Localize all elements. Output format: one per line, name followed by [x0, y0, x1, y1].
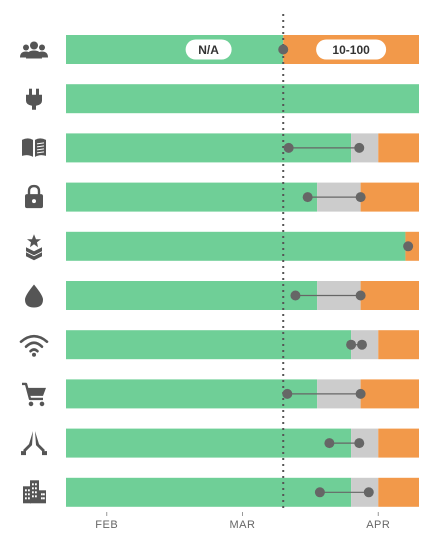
bar-orange [378, 330, 419, 360]
data-point [355, 388, 366, 399]
bar-orange [378, 428, 419, 458]
bar-orange [360, 379, 419, 409]
data-point [346, 339, 357, 350]
pill-label: 10-100 [316, 39, 387, 60]
bar-green [66, 231, 406, 261]
bar-green [66, 379, 318, 409]
axis-tick-label: MAR [230, 519, 256, 531]
data-point [302, 192, 313, 203]
bars-layer [66, 35, 419, 507]
building-icon [23, 480, 46, 504]
pill-labels: N/A 10-100 [185, 39, 387, 60]
bar-orange [360, 182, 419, 212]
plug-icon [26, 88, 42, 110]
wifi-icon [19, 334, 49, 357]
pray-icon [21, 431, 47, 456]
data-point [356, 339, 367, 350]
data-point [314, 487, 325, 498]
data-point [354, 438, 365, 449]
bar-green [66, 330, 352, 360]
drop-icon [25, 284, 43, 308]
data-point [363, 487, 374, 498]
markers-layer [278, 44, 414, 498]
bar-orange [360, 281, 419, 310]
cart-icon [22, 382, 46, 407]
data-point [283, 142, 294, 153]
bar-orange [378, 133, 419, 163]
data-point [324, 438, 335, 449]
data-point [403, 241, 414, 252]
military-rank-icon [26, 234, 42, 261]
row-icons [19, 41, 49, 504]
bar-orange [378, 477, 419, 507]
lock-icon [25, 184, 43, 209]
axis-tick-label: APR [366, 519, 390, 531]
people-icon [20, 41, 48, 59]
bar-green [66, 84, 419, 114]
bar-green [66, 182, 318, 212]
data-point [355, 192, 366, 203]
axis-tick-label: FEB [95, 519, 118, 531]
x-axis: FEB MAR APR [95, 512, 390, 531]
data-point [354, 142, 365, 153]
bar-green [66, 477, 352, 507]
bar-green [66, 428, 352, 458]
bar-green [66, 281, 318, 310]
data-point [290, 290, 301, 301]
pill-label-text: 10-100 [332, 43, 370, 57]
data-point [355, 290, 366, 301]
data-point [278, 44, 289, 55]
pill-label-text: N/A [198, 43, 219, 57]
bar-green [66, 35, 284, 64]
pill-label: N/A [185, 39, 232, 60]
data-point [282, 388, 293, 399]
book-icon [22, 138, 46, 157]
